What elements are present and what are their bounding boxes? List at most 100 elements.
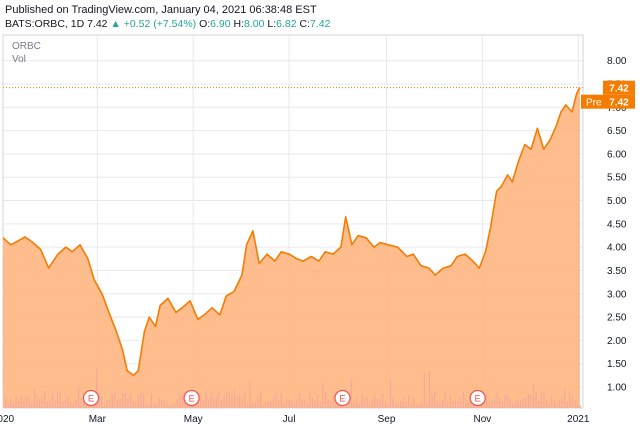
volume-bar	[262, 404, 264, 408]
x-tick-label-0: 2020	[0, 414, 15, 425]
volume-bar	[532, 383, 535, 408]
volume-bar	[379, 398, 381, 408]
volume-bar	[428, 371, 431, 408]
volume-bar	[387, 404, 389, 408]
volume-bar	[168, 405, 171, 408]
volume-bar	[31, 402, 33, 408]
volume-bar	[556, 403, 558, 408]
volume-bar	[210, 392, 212, 408]
volume-bar	[514, 401, 516, 408]
volume-bar	[314, 400, 316, 408]
volume-bar	[246, 404, 249, 408]
volume-bar	[486, 394, 488, 408]
volume-bar	[49, 400, 51, 408]
price-line[interactable]	[2, 87, 581, 377]
volume-bar	[363, 397, 366, 408]
volume-bar	[75, 399, 77, 408]
y-tick-label-7: 4.50	[607, 219, 627, 230]
volume-bar	[51, 394, 54, 408]
volume-bar	[496, 392, 498, 408]
volume-bar	[7, 403, 9, 408]
volume-bar	[441, 399, 444, 408]
symbol-name: BATS:ORBC, 1D	[5, 18, 85, 30]
volume-bar	[447, 403, 449, 408]
volume-bar	[137, 395, 139, 408]
volume-bar	[382, 392, 384, 408]
volume-bar	[38, 399, 41, 408]
volume-bar	[145, 404, 147, 408]
price-chart[interactable]: 8.007.507.006.506.005.505.004.504.003.50…	[0, 32, 640, 434]
volume-bar	[444, 391, 446, 408]
volume-bar	[57, 392, 59, 408]
volume-bar	[241, 398, 243, 408]
x-tick-label-5: Nov	[474, 414, 492, 425]
volume-bar	[116, 400, 119, 408]
volume-bar	[272, 396, 275, 408]
volume-bar	[434, 392, 436, 408]
volume-bar	[111, 394, 113, 408]
volume-bar	[558, 399, 561, 408]
last-price-badge-label: 7.42	[609, 84, 629, 95]
change-arrow-icon: ▲	[110, 18, 121, 30]
volume-bar	[457, 401, 459, 408]
volume-bar	[59, 392, 61, 408]
volume-bar	[205, 392, 207, 408]
volume-bar	[23, 398, 25, 408]
last-price-badge	[603, 80, 635, 95]
volume-bar	[259, 391, 262, 408]
volume-bar	[436, 400, 438, 408]
volume-bar	[402, 397, 405, 408]
volume-bar	[231, 393, 233, 408]
volume-bar	[301, 399, 303, 408]
volume-bar	[28, 397, 30, 408]
x-tick-label-2: May	[184, 414, 203, 425]
volume-bar	[540, 392, 542, 408]
earnings-marker-icon[interactable]	[183, 389, 200, 407]
volume-bar	[135, 402, 137, 408]
volume-bar	[319, 401, 321, 408]
volume-bar	[70, 401, 72, 408]
volume-bar	[127, 398, 129, 408]
volume-bar	[280, 392, 282, 408]
volume-bar	[470, 400, 472, 408]
earnings-marker-icon[interactable]	[334, 389, 351, 407]
symbol-header: BATS:ORBC, 1D 7.42 ▲ +0.52 (+7.54%) O:6.…	[5, 18, 330, 30]
close-value: 7.42	[310, 18, 331, 30]
volume-bar	[374, 394, 376, 408]
y-tick-label-12: 2.00	[607, 336, 627, 347]
volume-bar	[223, 395, 225, 408]
volume-bar	[553, 400, 555, 408]
volume-bar	[317, 394, 319, 408]
open-label: O:	[199, 18, 211, 30]
y-tick-label-13: 1.50	[607, 359, 627, 370]
volume-bar	[577, 403, 579, 408]
volume-bar	[439, 404, 441, 408]
volume-bar	[197, 400, 199, 408]
volume-bar	[327, 399, 329, 408]
published-caption: Published on TradingView.com, January 04…	[5, 4, 317, 16]
volume-bar	[491, 401, 493, 408]
volume-bar	[265, 402, 267, 408]
price-area	[3, 87, 580, 408]
volume-bar	[278, 400, 280, 408]
earnings-marker-icon[interactable]	[469, 389, 486, 407]
volume-bar	[392, 396, 394, 408]
volume-bar	[283, 403, 285, 408]
volume-bar	[119, 398, 121, 408]
volume-bar	[257, 397, 259, 408]
volume-bar	[5, 398, 7, 408]
volume-bar	[228, 391, 230, 408]
earnings-marker-icon[interactable]	[82, 389, 100, 407]
volume-bar	[371, 399, 373, 408]
volume-bar	[46, 401, 48, 408]
volume-bar	[350, 379, 353, 408]
x-tick-label-3: Jul	[283, 414, 296, 425]
volume-bar	[462, 391, 464, 408]
volume-bar	[176, 399, 178, 408]
volume-bar	[324, 391, 327, 408]
volume-bar	[10, 398, 12, 408]
volume-bar	[155, 404, 158, 408]
volume-bar	[163, 400, 165, 408]
volume-bar	[413, 398, 415, 408]
volume-bar	[304, 399, 306, 408]
